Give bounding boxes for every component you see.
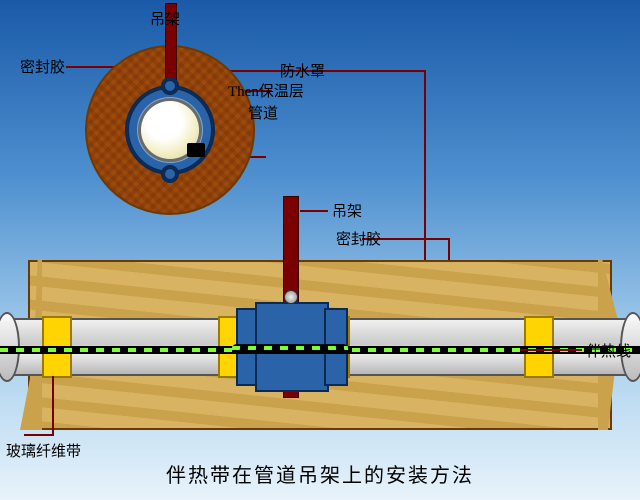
clamp-ear-bottom	[163, 167, 177, 181]
pointer	[424, 70, 426, 280]
pointer	[24, 434, 54, 436]
heat-cable-loop	[231, 344, 348, 352]
longitudinal-section	[0, 260, 640, 430]
pointer	[520, 349, 582, 351]
label-sealant-mid: 密封胶	[336, 228, 381, 249]
pointer	[52, 376, 54, 436]
bolt-icon	[284, 290, 298, 304]
heat-cable-cs	[187, 143, 205, 157]
label-insulation: Then保温层	[228, 80, 304, 101]
cross-section	[85, 45, 255, 215]
label-hanger-top: 吊架	[150, 8, 180, 29]
label-glass-tape: 玻璃纤维带	[6, 440, 81, 461]
diagram-title: 伴热带在管道吊架上的安装方法	[0, 459, 640, 488]
diagram-stage: 吊架 密封胶 防水罩 Then保温层 管道 吊架 密封胶 伴热线 玻璃纤维带 伴…	[0, 0, 640, 500]
pointer	[226, 70, 426, 72]
clamp-ear-top	[163, 79, 177, 93]
label-heat-line: 伴热线	[586, 340, 631, 361]
label-pipe: 管道	[248, 102, 278, 123]
label-sealant-top: 密封胶	[20, 56, 65, 77]
pointer	[300, 210, 328, 212]
label-hanger-mid: 吊架	[332, 200, 362, 221]
label-shield: 防水罩	[280, 60, 325, 81]
